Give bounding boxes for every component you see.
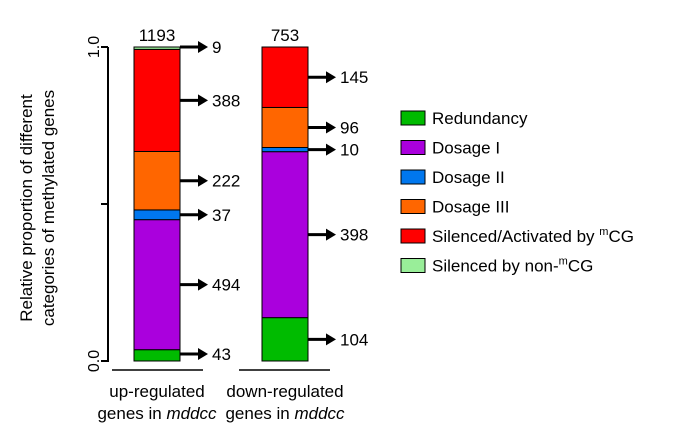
y-tick-label-1: 0.0: [86, 350, 103, 372]
bar-segment-1-6: [133, 46, 181, 50]
legend-label-1-main: Redundancy: [432, 109, 528, 128]
annotation-label-3: 37: [212, 206, 231, 225]
legend-swatch-5: [400, 228, 426, 244]
legend-label-2-main: Dosage I: [432, 139, 500, 158]
legend-label-4: Dosage III: [432, 198, 510, 217]
annotation-arrow-head-6: [198, 41, 208, 53]
bar-segment-2-1: [261, 317, 309, 362]
y-axis-title-line2: categories of methylated genes: [39, 90, 58, 326]
legend: Redundancy Dosage I Dosage II Dosage III Sil…: [400, 109, 634, 276]
legend-label-6-suffix: CG: [568, 257, 594, 276]
bar-segment-1-1: [133, 349, 181, 362]
legend-label-6-main: Silenced by non-: [432, 257, 559, 276]
legend-swatch-6: [400, 258, 426, 273]
x-tick-label-1-line2: genes in mddcc: [97, 404, 217, 423]
annotation-arrow-head-10: [326, 121, 336, 134]
bar-segment-1-2: [133, 219, 181, 351]
y-tick-label-3: 1.0: [86, 36, 103, 58]
legend-label-2: Dosage I: [432, 139, 500, 158]
legend-label-4-main: Dosage III: [432, 198, 510, 217]
bar-segment-2-2: [261, 151, 309, 319]
axes-layer: up-regulated genes in mddcc down-regulated…: [17, 36, 345, 423]
legend-label-5: Silenced/Activated by mCG: [432, 226, 634, 246]
legend-label-6-sup: m: [559, 256, 568, 268]
legend-label-5-main: Silenced/Activated by: [432, 227, 599, 246]
annotation-label-10: 96: [340, 118, 359, 137]
bar-segment-1-4: [133, 150, 181, 211]
annotation-arrow-head-11: [326, 71, 336, 84]
annotation-arrow-head-7: [326, 333, 336, 346]
x-tick-label-1-italic: mddcc: [166, 404, 217, 423]
bar-total-label-1: 1193: [139, 26, 176, 45]
x-tick-label-1-line1: up-regulated: [109, 382, 204, 401]
legend-label-3-main: Dosage II: [432, 168, 505, 187]
bar-segment-2-5: [261, 46, 309, 108]
legend-label-5-suffix: CG: [608, 227, 634, 246]
annotation-label-2: 494: [212, 276, 240, 295]
annotation-arrow-head-5: [198, 94, 208, 107]
legend-label-6: Silenced by non-mCG: [432, 256, 593, 276]
x-tick-label-2-italic: mddcc: [294, 404, 345, 423]
legend-swatch-3: [400, 169, 426, 185]
annotation-label-8: 398: [340, 226, 368, 245]
bars-layer: 1193 753: [133, 26, 309, 362]
legend-swatch-4: [400, 199, 426, 214]
legend-label-3: Dosage II: [432, 168, 505, 187]
legend-swatch-1: [400, 110, 426, 126]
annotation-arrow-head-3: [198, 208, 208, 221]
legend-swatch-2: [400, 140, 426, 155]
legend-label-1: Redundancy: [432, 109, 528, 128]
annotation-label-4: 222: [212, 172, 240, 191]
x-tick-label-2-line1: down-regulated: [226, 382, 343, 401]
annotation-label-6: 9: [212, 38, 221, 57]
bar-segment-1-5: [133, 48, 181, 152]
annotation-label-7: 104: [340, 330, 368, 349]
x-tick-label-2-prefix: genes in: [225, 404, 294, 423]
legend-label-5-sup: m: [599, 226, 608, 238]
x-tick-label-1-prefix: genes in: [97, 404, 166, 423]
bar-segment-2-4: [261, 106, 309, 148]
annotation-arrow-head-8: [326, 228, 336, 241]
bar-segment-2-3: [261, 146, 309, 153]
annotation-arrow-head-4: [198, 174, 208, 187]
annotation-label-5: 388: [212, 91, 240, 110]
annotation-arrow-head-9: [326, 143, 336, 156]
annotations-layer: 43 494 37 222 388 9 104 398 10 96 145: [180, 38, 368, 364]
annotation-label-1: 43: [212, 345, 231, 364]
bar-total-label-2: 753: [271, 26, 299, 45]
y-axis-title-line1: Relative proportion of different: [17, 94, 36, 322]
annotation-arrow-head-1: [198, 348, 208, 360]
annotation-label-11: 145: [340, 68, 368, 87]
annotation-label-9: 10: [340, 141, 359, 160]
annotation-arrow-head-2: [198, 278, 208, 291]
bar-segment-1-3: [133, 209, 181, 221]
x-tick-label-2-line2: genes in mddcc: [225, 404, 345, 423]
